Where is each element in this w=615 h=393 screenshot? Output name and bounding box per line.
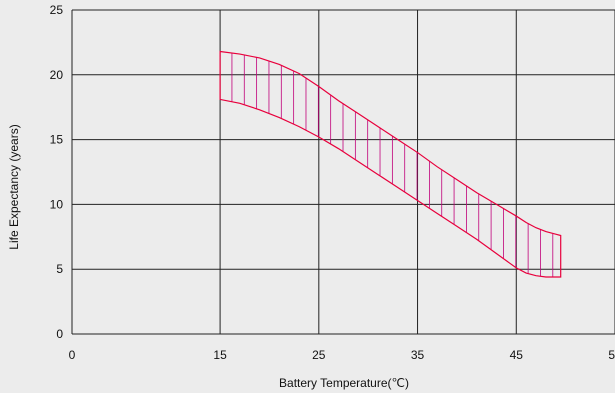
grid <box>71 9 615 335</box>
y-tick-label: 25 <box>50 3 64 17</box>
band-hatching <box>231 53 554 277</box>
x-tick-label: 25 <box>312 348 326 362</box>
x-tick-labels: 0 15 25 35 45 55 <box>69 348 615 362</box>
y-tick-label: 20 <box>50 68 64 82</box>
x-tick-label: 55 <box>608 348 615 362</box>
x-tick-label: 15 <box>213 348 227 362</box>
y-tick-label: 0 <box>56 327 63 341</box>
y-tick-label: 15 <box>50 133 64 147</box>
x-axis-label: Battery Temperature(℃) <box>279 376 409 390</box>
y-axis-label: Life Expectancy (years) <box>7 124 21 249</box>
x-tick-label: 35 <box>411 348 425 362</box>
x-tick-label: 0 <box>69 348 76 362</box>
y-tick-labels: 0 5 10 15 20 25 <box>50 3 64 341</box>
y-tick-label: 5 <box>56 262 63 276</box>
y-tick-label: 10 <box>50 197 64 211</box>
x-tick-label: 45 <box>510 348 524 362</box>
life-expectancy-band <box>219 50 562 278</box>
